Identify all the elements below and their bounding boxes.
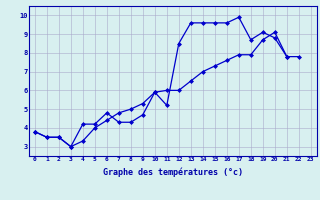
X-axis label: Graphe des températures (°c): Graphe des températures (°c) [103,168,243,177]
